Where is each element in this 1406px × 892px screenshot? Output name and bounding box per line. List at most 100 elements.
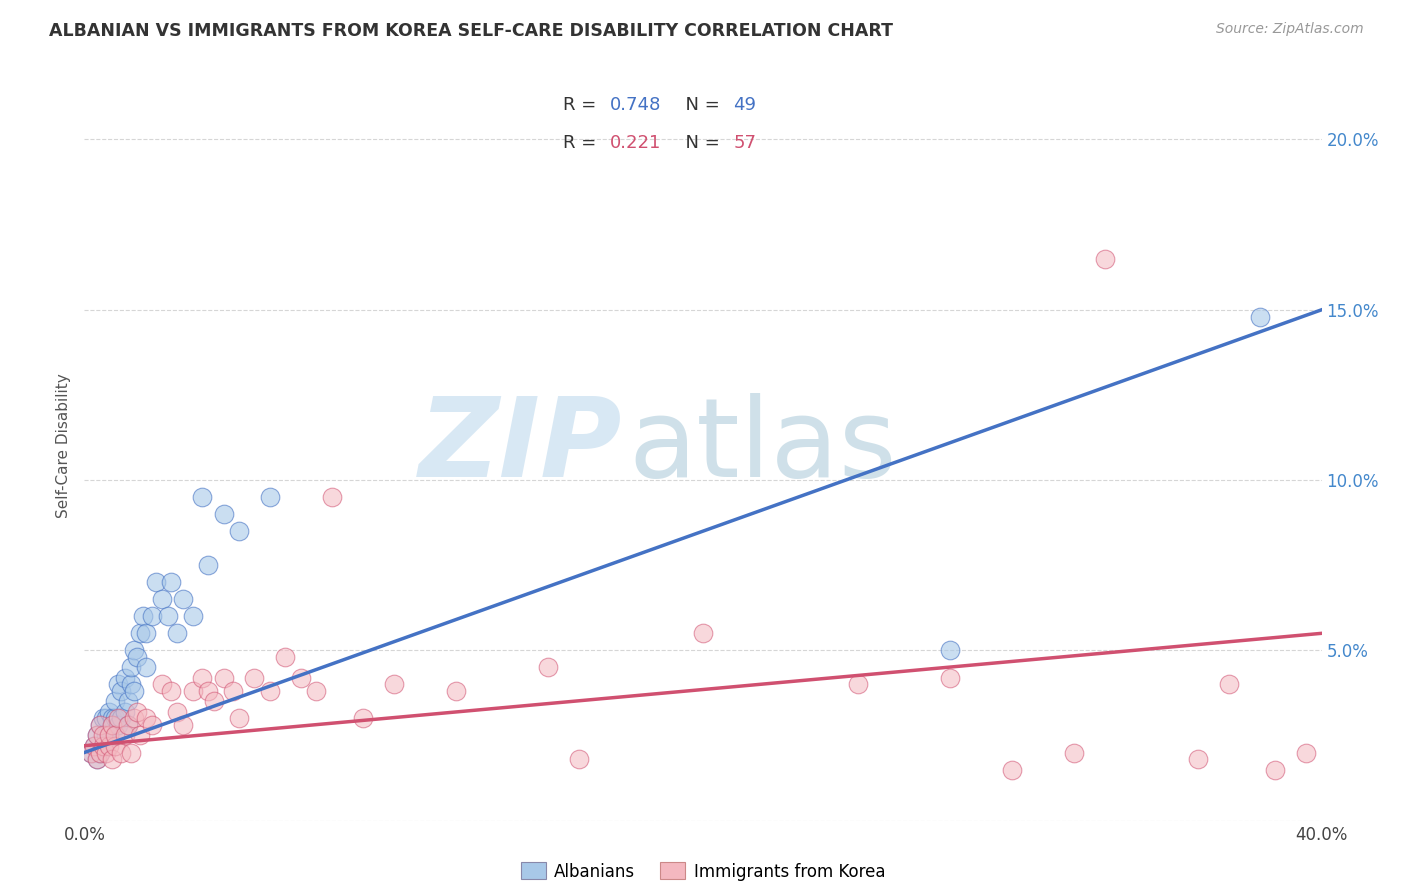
Point bbox=[939, 643, 962, 657]
Point bbox=[160, 575, 183, 590]
Text: 49: 49 bbox=[734, 96, 756, 114]
Point bbox=[114, 671, 136, 685]
Point bbox=[125, 705, 148, 719]
Point bbox=[274, 650, 297, 665]
Point bbox=[86, 752, 108, 766]
Point bbox=[305, 684, 328, 698]
Point bbox=[104, 694, 127, 708]
Point bbox=[101, 711, 124, 725]
Point bbox=[86, 729, 108, 743]
Point bbox=[83, 739, 105, 753]
Point bbox=[94, 746, 117, 760]
Point bbox=[110, 684, 132, 698]
Point bbox=[104, 711, 127, 725]
Point bbox=[89, 718, 111, 732]
Point bbox=[117, 694, 139, 708]
Text: 57: 57 bbox=[734, 134, 756, 152]
Point bbox=[141, 609, 163, 624]
Point bbox=[98, 729, 121, 743]
Point bbox=[160, 684, 183, 698]
Point bbox=[166, 705, 188, 719]
Point bbox=[114, 729, 136, 743]
Point bbox=[107, 711, 129, 725]
Point bbox=[89, 746, 111, 760]
Point bbox=[228, 524, 250, 538]
Point bbox=[444, 684, 467, 698]
Point bbox=[150, 677, 173, 691]
Point bbox=[1187, 752, 1209, 766]
Text: N =: N = bbox=[673, 96, 725, 114]
Point bbox=[1218, 677, 1240, 691]
Point bbox=[120, 677, 142, 691]
Text: 0.748: 0.748 bbox=[610, 96, 661, 114]
Point bbox=[212, 507, 235, 521]
Point bbox=[846, 677, 869, 691]
Point bbox=[122, 643, 145, 657]
Point bbox=[135, 660, 157, 674]
Point bbox=[166, 626, 188, 640]
Point bbox=[122, 711, 145, 725]
Point bbox=[1063, 746, 1085, 760]
Point bbox=[101, 718, 124, 732]
Point bbox=[86, 752, 108, 766]
Point bbox=[145, 575, 167, 590]
Point bbox=[150, 592, 173, 607]
Point bbox=[79, 746, 101, 760]
Point bbox=[259, 490, 281, 504]
Point bbox=[107, 718, 129, 732]
Point bbox=[172, 592, 194, 607]
Point bbox=[197, 558, 219, 573]
Point bbox=[89, 718, 111, 732]
Point bbox=[104, 729, 127, 743]
Point bbox=[91, 739, 114, 753]
Text: ZIP: ZIP bbox=[419, 392, 623, 500]
Point bbox=[107, 677, 129, 691]
Point bbox=[1001, 763, 1024, 777]
Point bbox=[110, 711, 132, 725]
Point bbox=[321, 490, 343, 504]
Point bbox=[83, 739, 105, 753]
Point bbox=[98, 729, 121, 743]
Point bbox=[94, 729, 117, 743]
Text: 0.221: 0.221 bbox=[610, 134, 661, 152]
Point bbox=[135, 711, 157, 725]
Point bbox=[91, 711, 114, 725]
Point bbox=[228, 711, 250, 725]
Text: ALBANIAN VS IMMIGRANTS FROM KOREA SELF-CARE DISABILITY CORRELATION CHART: ALBANIAN VS IMMIGRANTS FROM KOREA SELF-C… bbox=[49, 22, 893, 40]
Point bbox=[212, 671, 235, 685]
Point bbox=[122, 684, 145, 698]
Point bbox=[132, 609, 155, 624]
Point bbox=[98, 705, 121, 719]
Point bbox=[110, 746, 132, 760]
Point bbox=[91, 729, 114, 743]
Text: atlas: atlas bbox=[628, 392, 897, 500]
Point bbox=[290, 671, 312, 685]
Text: N =: N = bbox=[673, 134, 725, 152]
Point bbox=[382, 677, 405, 691]
Point bbox=[197, 684, 219, 698]
Legend: Albanians, Immigrants from Korea: Albanians, Immigrants from Korea bbox=[515, 855, 891, 888]
Point bbox=[202, 694, 225, 708]
Point bbox=[120, 660, 142, 674]
Point bbox=[1295, 746, 1317, 760]
Point bbox=[537, 660, 560, 674]
Point bbox=[243, 671, 266, 685]
Point bbox=[94, 711, 117, 725]
Point bbox=[104, 729, 127, 743]
Point bbox=[117, 718, 139, 732]
Point bbox=[222, 684, 245, 698]
Point bbox=[129, 626, 152, 640]
Point bbox=[568, 752, 591, 766]
Point bbox=[120, 746, 142, 760]
Y-axis label: Self-Care Disability: Self-Care Disability bbox=[56, 374, 72, 518]
Point bbox=[104, 739, 127, 753]
Point bbox=[101, 752, 124, 766]
Point bbox=[692, 626, 714, 640]
Point bbox=[191, 490, 214, 504]
Point bbox=[129, 729, 152, 743]
Point bbox=[939, 671, 962, 685]
Point bbox=[141, 718, 163, 732]
Point bbox=[191, 671, 214, 685]
Point bbox=[181, 609, 204, 624]
Point bbox=[79, 746, 101, 760]
